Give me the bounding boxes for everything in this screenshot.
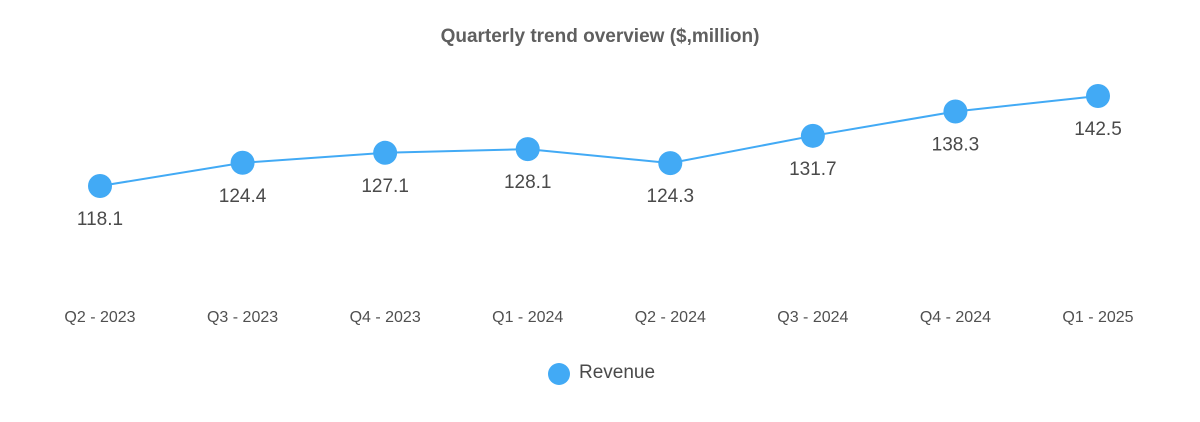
x-tick-label: Q2 - 2023 (64, 309, 135, 326)
x-axis-ticks: Q2 - 2023 Q3 - 2023 Q4 - 2023 Q1 - 2024 Q2 -… (64, 309, 1133, 326)
data-label: 118.1 (77, 209, 123, 230)
x-tick-label: Q1 - 2025 (1062, 309, 1133, 326)
data-label: 138.3 (932, 134, 980, 155)
data-label: 131.7 (789, 159, 837, 180)
data-labels-group: 118.1 124.4 127.1 128.1 124.3 131.7 138.3 142.5 (77, 119, 1122, 230)
data-point (1086, 84, 1110, 108)
chart-title: Quarterly trend overview ($,million) (440, 26, 760, 47)
x-tick-label: Q4 - 2024 (920, 309, 991, 326)
x-tick-label: Q3 - 2023 (207, 309, 278, 326)
data-point (230, 150, 255, 175)
legend: Revenue (548, 362, 655, 385)
x-tick-label: Q3 - 2024 (777, 309, 848, 326)
data-label: 142.5 (1074, 119, 1122, 140)
x-tick-label: Q2 - 2024 (635, 309, 706, 326)
x-tick-label: Q4 - 2023 (350, 309, 421, 326)
data-label: 127.1 (361, 176, 409, 197)
data-label: 124.4 (219, 186, 267, 207)
series-points-group (88, 84, 1110, 198)
data-label: 128.1 (504, 172, 552, 193)
data-point (515, 137, 540, 162)
series-line-revenue (99, 95, 1099, 187)
x-tick-label: Q1 - 2024 (492, 309, 563, 326)
legend-label: Revenue (579, 362, 655, 383)
data-point (88, 174, 112, 198)
data-point (658, 151, 683, 176)
data-point (373, 140, 398, 165)
data-point (800, 123, 825, 148)
series-line-group (99, 95, 1099, 187)
legend-marker (548, 363, 570, 385)
data-label: 124.3 (647, 186, 695, 207)
data-point (943, 99, 968, 124)
